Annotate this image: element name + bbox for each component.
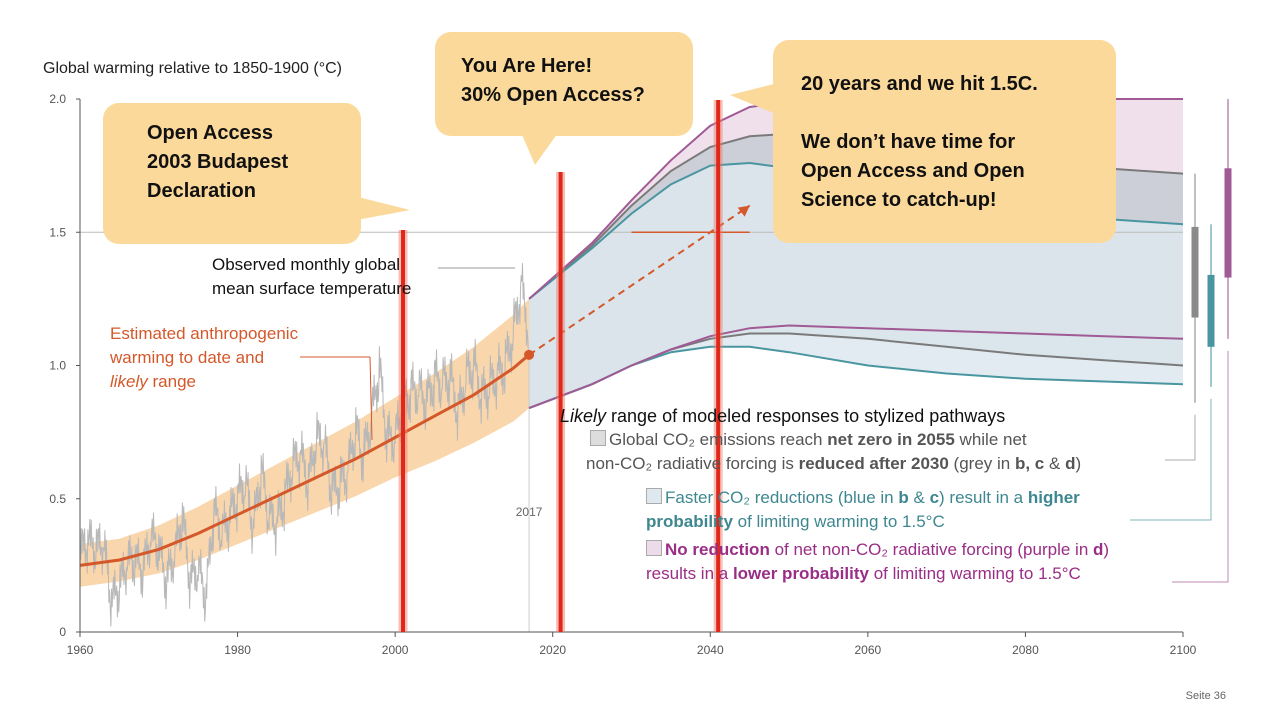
range-bar-box [1224, 168, 1232, 278]
observed-temperature-line [79, 263, 529, 627]
x-tick-label: 2000 [382, 643, 409, 657]
callout-line: Open Access and Open [801, 160, 1025, 182]
x-tick-label: 1980 [224, 643, 251, 657]
x-tick-label: 2100 [1170, 643, 1197, 657]
pathway-lower-purple [528, 324, 1184, 410]
projection-arrow [528, 204, 751, 356]
y-tick-label: 1.0 [49, 359, 66, 373]
legend-text: non-CO₂ radiative forcing is [586, 454, 799, 473]
legend-title-rest: range of modeled responses to stylized p… [606, 406, 1006, 426]
y-tick-label: 0.5 [49, 492, 66, 506]
anthropogenic-likely-range [80, 298, 530, 587]
legend-text: d [1065, 454, 1076, 473]
y-tick-label: 0 [59, 625, 66, 639]
legend-connector [1172, 350, 1229, 583]
legend-text: net zero in 2055 [827, 430, 955, 449]
legend-text: b [898, 488, 909, 507]
legend-text: Global CO₂ emissions reach [609, 430, 828, 449]
page-number: Seite 36 [1185, 690, 1226, 702]
legend-title-italic: Likely [560, 406, 607, 426]
x-tick-label: 2080 [1012, 643, 1039, 657]
y-tick-label: 2.0 [49, 92, 66, 106]
legend-grey: Global CO₂ emissions reach net zero in 2… [586, 428, 1109, 476]
callout-line: Open Access [147, 122, 273, 144]
y-tick-label: 1.5 [49, 225, 66, 239]
pathways-legend: Likely range of modeled responses to sty… [560, 404, 1109, 586]
projection-arrowhead [737, 205, 750, 217]
anthro-label-line: warming to date and [110, 348, 265, 367]
blue-swatch [646, 488, 662, 504]
callout-budapest: Open Access 2003 Budapest Declaration [103, 103, 361, 244]
x-tick-label: 2020 [539, 643, 566, 657]
legend-text: reduced after 2030 [798, 454, 949, 473]
legend-text: c [929, 488, 940, 507]
legend-text: (grey in [948, 454, 1015, 473]
callout-line: 2003 Budapest [147, 151, 289, 173]
callout-line: You Are Here! [461, 55, 593, 77]
callout-line: 20 years and we hit 1.5C. [801, 73, 1038, 95]
range-bar-box [1191, 226, 1199, 318]
callout-line: We don’t have time for [801, 131, 1016, 153]
observed-label: Observed monthly global mean surface tem… [212, 253, 411, 301]
legend-text: & [908, 488, 930, 507]
observed-label-line: Observed monthly global [212, 255, 401, 274]
legend-text: results in a [646, 564, 733, 583]
x-tick-label: 2060 [855, 643, 882, 657]
legend-text: ) [1103, 540, 1110, 559]
legend-text: lower probability [732, 564, 869, 583]
year-2017-label: 2017 [516, 505, 543, 519]
range-bar-box [1207, 274, 1215, 347]
legend-text: Faster CO₂ reductions (blue in [665, 488, 899, 507]
anthro-label-rest: range [147, 372, 196, 391]
callout-line [801, 99, 1096, 128]
anthro-label-line: Estimated anthropogenic [110, 324, 299, 343]
legend-connector [1130, 398, 1212, 521]
purple-swatch [646, 540, 662, 556]
legend-text: No reduction [665, 540, 770, 559]
legend-text: of net non-CO₂ radiative forcing (purple… [769, 540, 1093, 559]
x-tick-label: 2040 [697, 643, 724, 657]
legend-text: ) [1075, 454, 1082, 473]
observed-label-line: mean surface temperature [212, 279, 412, 298]
legend-text: while net [954, 430, 1027, 449]
anthropogenic-warming-line [79, 353, 531, 567]
legend-connector [1165, 414, 1196, 461]
callout-line: Declaration [147, 180, 256, 202]
legend-text: & [1044, 454, 1066, 473]
anthro-label-italic: likely [110, 372, 148, 391]
anthropogenic-label: Estimated anthropogenic warming to date … [110, 322, 298, 394]
legend-text: of limiting warming to 1.5°C [732, 512, 945, 531]
legend-blue: Faster CO₂ reductions (blue in b & c) re… [646, 486, 1109, 534]
legend-title: Likely range of modeled responses to sty… [560, 404, 1109, 428]
callout-years: 20 years and we hit 1.5C. We don’t have … [773, 40, 1116, 243]
x-tick-label: 1960 [67, 643, 94, 657]
legend-text: probability [646, 512, 733, 531]
grey-swatch [590, 430, 606, 446]
anthro-label-leader [369, 356, 373, 441]
callout-line: Science to catch-up! [801, 189, 997, 211]
legend-text: d [1093, 540, 1104, 559]
legend-text: of limiting warming to 1.5°C [868, 564, 1081, 583]
chart-title: Global warming relative to 1850-1900 (°C… [43, 60, 342, 77]
callout-line: 30% Open Access? [461, 84, 645, 106]
legend-text: ) result in a [939, 488, 1028, 507]
callout-here: You Are Here! 30% Open Access? [435, 32, 693, 136]
legend-purple: No reduction of net non-CO₂ radiative fo… [646, 538, 1109, 586]
legend-text: higher [1027, 488, 1080, 507]
legend-text: b, c [1014, 454, 1045, 473]
